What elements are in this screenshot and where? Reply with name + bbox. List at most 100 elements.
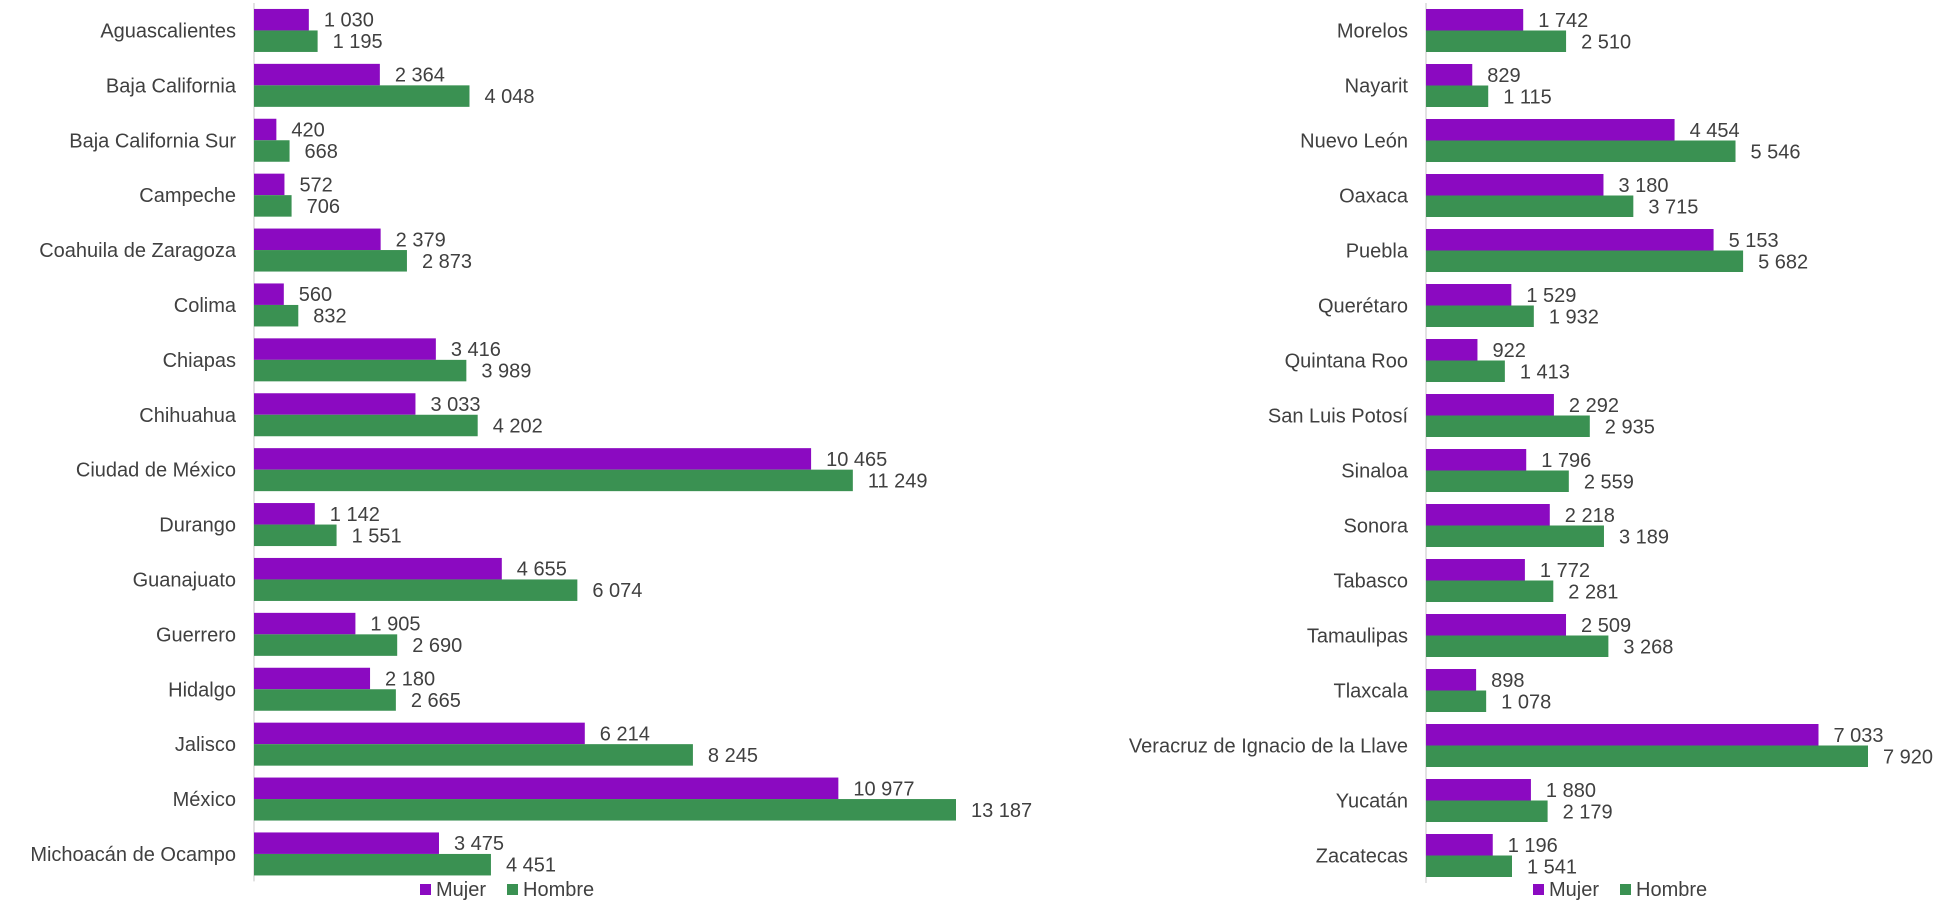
chart-1-value-label-mujer: 572 [299,174,332,196]
chart-2-bar-hombre [1426,305,1534,327]
chart-2-category-label: Tabasco [1334,571,1409,593]
chart-1-value-label-hombre: 1 551 [352,525,402,547]
chart-1-category-label: Aguascalientes [100,20,236,42]
chart-1-bar-hombre [254,195,292,217]
chart-2-bar-hombre [1426,525,1604,547]
chart-1-value-label-hombre: 3 989 [481,361,531,383]
chart-2-value-label-mujer: 1 196 [1508,835,1558,857]
chart-2-category-label: Zacatecas [1316,846,1408,868]
chart-2-bar-hombre [1426,745,1868,767]
chart-2-value-label-hombre: 1 115 [1503,86,1552,108]
chart-1-value-label-mujer: 560 [299,284,332,306]
chart-1-bar-mujer [254,722,585,745]
chart-2-bar-hombre [1426,30,1567,52]
chart-2-category-label: Sonora [1344,516,1409,538]
chart-2-bar-mujer [1426,9,1524,31]
chart-1-value-label-hombre: 1 195 [333,31,383,53]
chart-1-bar-mujer [254,832,439,854]
chart-1-category-label: Coahuila de Zaragoza [39,240,237,262]
chart-1-category-label: Chiapas [163,350,236,372]
chart-1-bar-hombre [254,524,337,547]
chart-2-bar-hombre [1426,470,1569,492]
chart-1-bar-hombre [254,359,467,382]
chart-1-value-label-mujer: 2 364 [395,65,445,87]
chart-1-bar-mujer [254,283,284,305]
chart-2-legend-swatch-mujer [1533,884,1544,895]
chart-1-bar-mujer [254,777,839,800]
chart-2-category-label: Quintana Roo [1285,351,1408,373]
chart-2-value-label-hombre: 5 546 [1751,141,1801,163]
chart-1-category-label: Durango [159,515,236,537]
chart-2-category-label: Querétaro [1318,296,1408,318]
chart-1-bar-mujer [254,228,381,251]
chart-2-value-label-mujer: 3 180 [1618,175,1668,197]
chart-1-value-label-hombre: 2 665 [411,690,461,712]
chart-1-category-label: Campeche [139,185,236,207]
chart-2-bar-mujer [1426,559,1525,581]
chart-2-value-label-mujer: 829 [1487,65,1520,87]
chart-1-value-label-mujer: 6 214 [600,723,650,745]
chart-2-category-label: Oaxaca [1339,186,1409,208]
chart-2-value-label-mujer: 1 796 [1541,450,1591,472]
chart-1-value-label-mujer: 3 033 [430,394,480,416]
chart-2-bar-mujer [1426,229,1714,251]
chart-1-value-label-mujer: 4 655 [517,559,567,581]
chart-2-bar-mujer [1426,614,1567,636]
chart-2-bar-mujer [1426,669,1477,691]
chart-2-category-label: Sinaloa [1341,461,1409,483]
chart-1-bar-hombre [254,799,956,821]
chart-2-value-label-hombre: 3 715 [1648,196,1698,218]
chart-1-bar-hombre [254,634,398,656]
chart-2-bar-mujer [1426,394,1554,416]
chart-2-category-label: Veracruz de Ignacio de la Llave [1129,736,1408,758]
chart-2-value-label-hombre: 2 179 [1563,801,1613,823]
chart-1-bar-mujer [254,118,277,141]
chart-1-value-label-hombre: 8 245 [708,745,758,767]
chart-2-value-label-hombre: 3 268 [1623,636,1673,658]
chart-1-value-label-hombre: 11 249 [868,470,928,492]
chart-1-value-label-mujer: 3 416 [451,339,501,361]
chart-2-category-label: Tamaulipas [1307,626,1408,648]
chart-1-value-label-hombre: 2 873 [422,251,472,273]
chart-1-bar-mujer [254,612,356,635]
chart-1-category-label: Ciudad de México [76,460,236,482]
chart-1-bar-hombre [254,85,470,107]
chart-1-category-label: Chihuahua [139,405,237,427]
chart-2-value-label-hombre: 2 281 [1568,581,1618,603]
chart-2-value-label-hombre: 1 078 [1501,691,1551,713]
chart-1-value-label-hombre: 668 [305,141,338,163]
chart-1-value-label-hombre: 13 187 [971,800,1032,822]
chart-2-category-label: San Luis Potosí [1268,406,1409,428]
chart-2-value-label-mujer: 1 880 [1546,780,1596,802]
chart-1-bar-hombre [254,744,693,766]
chart-2-value-label-hombre: 1 413 [1520,361,1570,383]
chart-2-bar-hombre [1426,800,1548,822]
chart-2-bar-mujer [1426,174,1604,196]
chart-2-value-label-mujer: 1 742 [1538,10,1588,32]
chart-1-bar-hombre [254,853,491,876]
chart-1-category-label: Hidalgo [168,679,236,701]
chart-2-value-label-mujer: 898 [1491,670,1524,692]
chart-2-bar-mujer [1426,504,1550,526]
chart-2-value-label-mujer: 1 529 [1526,285,1576,307]
chart-2-bar-hombre [1426,415,1590,437]
chart-1-bar-mujer [254,448,812,470]
chart-1-value-label-hombre: 6 074 [592,580,642,602]
chart-2-category-label: Morelos [1337,21,1408,43]
chart-2-bar-hombre [1426,690,1487,712]
chart-2-value-label-hombre: 7 920 [1883,746,1933,768]
chart-1-bar-hombre [254,469,853,492]
chart-1-value-label-hombre: 706 [307,196,340,218]
chart-1-category-label: Baja California [106,75,237,97]
chart-1-value-label-mujer: 10 465 [826,449,887,471]
chart-1-bar-mujer [254,667,371,690]
chart-1-value-label-hombre: 2 690 [412,635,462,657]
chart-2-bar-mujer [1426,724,1819,746]
chart-1-legend-swatch-hombre [507,884,518,895]
chart-2-value-label-hombre: 2 935 [1605,416,1655,438]
chart-1-bar-hombre [254,414,478,437]
chart-1-legend-swatch-mujer [420,884,431,895]
chart-2-bar-mujer [1426,449,1527,471]
chart-2-legend-swatch-hombre [1620,884,1631,895]
